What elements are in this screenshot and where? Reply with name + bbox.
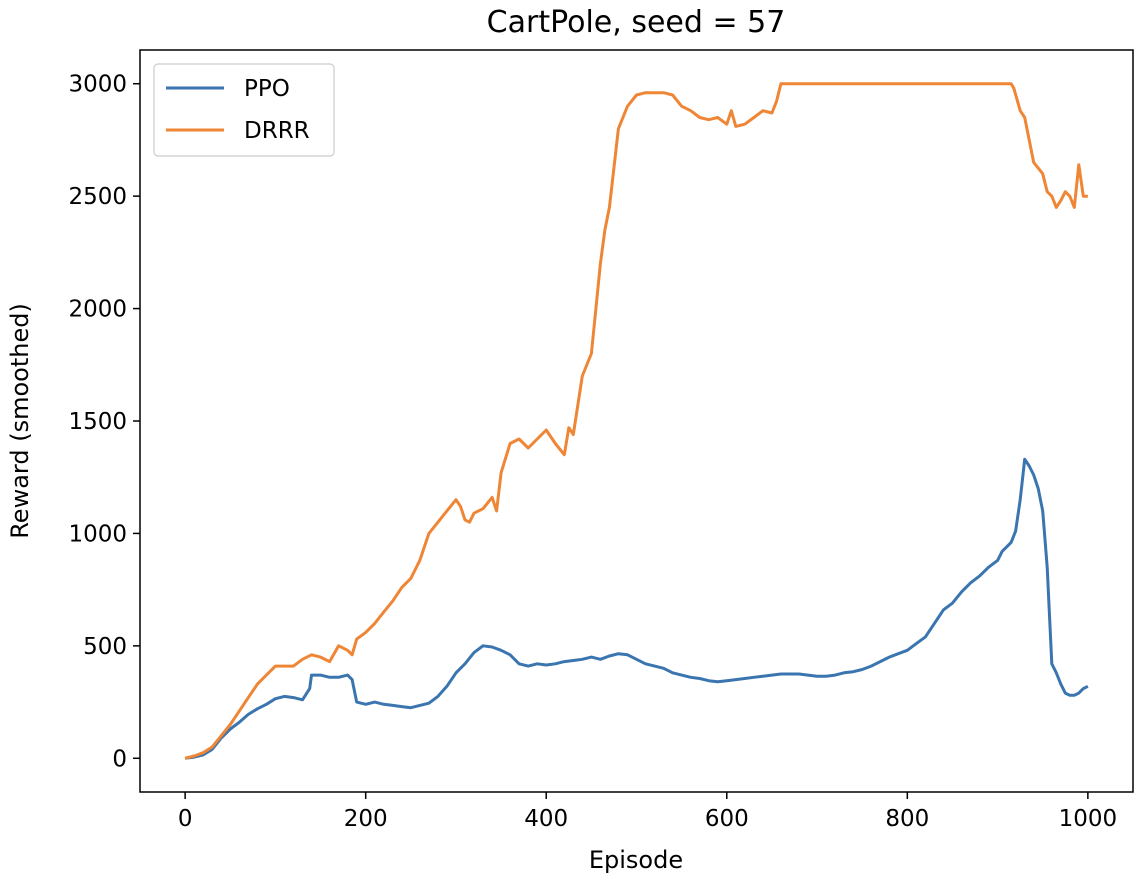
chart-title: CartPole, seed = 57 xyxy=(487,5,786,40)
legend-label-ppo: PPO xyxy=(244,76,290,102)
y-axis-ticks: 0 500 1000 1500 2000 2500 3000 xyxy=(68,72,140,772)
x-tick-label: 0 xyxy=(178,806,193,832)
series-layer xyxy=(184,82,1089,760)
y-tick-label: 1500 xyxy=(68,409,127,435)
y-tick-label: 0 xyxy=(112,746,127,772)
plot-area-frame xyxy=(139,49,1134,793)
x-tick-label: 600 xyxy=(705,806,749,832)
x-tick-label: 1000 xyxy=(1059,806,1118,832)
legend-label-drrr: DRRR xyxy=(244,118,310,144)
x-axis-ticks: 0 200 400 600 800 1000 xyxy=(178,792,1117,832)
x-tick-label: 200 xyxy=(344,806,388,832)
y-tick-label: 3000 xyxy=(68,72,127,98)
y-tick-label: 2000 xyxy=(68,297,127,323)
y-tick-label: 2500 xyxy=(68,184,127,210)
legend: PPO DRRR xyxy=(153,63,335,157)
x-tick-label: 400 xyxy=(524,806,568,832)
y-tick-label: 500 xyxy=(83,634,127,660)
x-tick-label: 800 xyxy=(885,806,929,832)
series-line-ppo xyxy=(184,457,1089,760)
x-axis-label: Episode xyxy=(589,846,683,874)
y-axis-label: Reward (smoothed) xyxy=(6,303,34,539)
series-line-drrr xyxy=(184,82,1088,760)
y-tick-label: 1000 xyxy=(68,521,127,547)
